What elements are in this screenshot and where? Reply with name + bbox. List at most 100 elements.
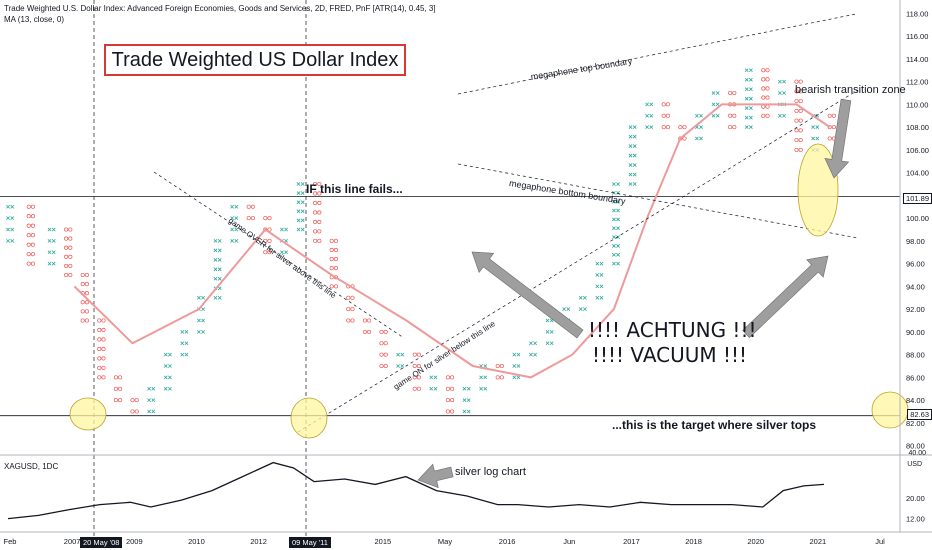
pnf-x-mark: [578, 295, 583, 300]
pnf-x-mark: [599, 284, 604, 289]
pnf-x-mark: [483, 386, 488, 391]
pnf-o-mark: [732, 90, 737, 96]
series-header: Trade Weighted U.S. Dollar Index: Advanc…: [4, 4, 436, 13]
pnf-x-mark: [744, 115, 749, 120]
pnf-x-mark: [180, 329, 185, 334]
achtung-arrow-right: [742, 255, 829, 339]
pnf-o-mark: [794, 138, 799, 143]
pnf-x-mark: [616, 182, 620, 186]
pnf-o-mark: [798, 118, 803, 123]
pnf-x-mark: [234, 227, 239, 232]
pnf-x-mark: [516, 352, 521, 357]
pnf-x-mark: [151, 409, 156, 414]
pnf-o-mark: [350, 307, 355, 312]
pnf-o-mark: [68, 227, 73, 232]
pnf-o-mark: [313, 210, 318, 215]
pnf-x-mark: [749, 68, 753, 73]
y-tick-label: 108.00: [906, 123, 929, 132]
pnf-x-mark: [533, 341, 537, 346]
pnf-o-mark: [64, 263, 69, 268]
pnf-x-mark: [234, 204, 239, 209]
pnf-o-mark: [329, 247, 334, 253]
pnf-o-mark: [313, 191, 318, 196]
pnf-o-mark: [97, 356, 102, 361]
pnf-x-mark: [595, 284, 600, 289]
pnf-x-mark: [163, 364, 168, 368]
megaphone-top-line: [457, 13, 857, 95]
pnf-x-mark: [147, 386, 151, 391]
pnf-o-mark: [84, 272, 89, 278]
pnf-x-mark: [168, 364, 172, 368]
pnf-o-mark: [665, 113, 670, 118]
pnf-o-mark: [84, 300, 89, 305]
if-line-annotation: IF this line fails...: [306, 182, 403, 196]
pnf-o-mark: [794, 108, 799, 113]
pnf-x-mark: [549, 341, 554, 346]
pnf-x-mark: [433, 375, 438, 380]
y-tick-label: 84.00: [906, 396, 925, 405]
pnf-x-mark: [811, 136, 815, 141]
pnf-o-mark: [445, 398, 450, 403]
pnf-o-mark: [798, 89, 803, 94]
pnf-x-mark: [612, 235, 616, 239]
pnf-x-mark: [583, 295, 587, 300]
pnf-x-mark: [549, 329, 554, 334]
pnf-o-mark: [84, 282, 89, 287]
pnf-x-mark: [749, 115, 753, 120]
pnf-x-mark: [47, 227, 52, 232]
pnf-x-mark: [612, 261, 616, 266]
pnf-x-mark: [396, 352, 400, 357]
pnf-x-mark: [483, 375, 488, 380]
pnf-x-mark: [711, 113, 716, 118]
pnf-x-mark: [628, 125, 633, 130]
pnf-x-mark: [529, 352, 533, 357]
pnf-o-mark: [263, 216, 268, 221]
pnf-x-mark: [616, 261, 620, 266]
pnf-x-mark: [284, 227, 288, 232]
pnf-o-mark: [329, 266, 334, 271]
pnf-o-mark: [118, 386, 123, 391]
annotations-layer: [69, 13, 909, 489]
pnf-o-mark: [827, 113, 832, 118]
pnf-o-mark: [445, 409, 450, 414]
pnf-x-mark: [168, 386, 172, 391]
pnf-x-mark: [300, 227, 305, 232]
pnf-x-mark: [197, 295, 201, 300]
pnf-o-mark: [317, 219, 322, 224]
x-tick-label: 2015: [375, 537, 392, 546]
pnf-x-mark: [296, 200, 301, 205]
pnf-x-mark: [778, 113, 782, 118]
pnf-o-mark: [313, 219, 318, 224]
pnf-x-mark: [645, 113, 649, 118]
x-tick-label: Jun: [563, 537, 575, 546]
pnf-o-mark: [26, 223, 31, 228]
ma-line-layer: [73, 103, 831, 379]
pnf-o-mark: [313, 181, 318, 187]
y-tick-label: 104.00: [906, 169, 929, 178]
pnf-x-mark: [699, 136, 703, 141]
pnf-x-mark: [201, 329, 205, 334]
x-tick-label: 2018: [685, 537, 702, 546]
x-tick-label: 2012: [250, 537, 267, 546]
pnf-o-mark: [97, 375, 102, 380]
pnf-x-mark: [462, 398, 467, 403]
pnf-o-mark: [346, 318, 351, 323]
pnf-o-mark: [450, 398, 455, 403]
pnf-x-mark: [628, 182, 633, 186]
pnf-o-mark: [333, 247, 338, 253]
pnf-o-mark: [367, 318, 372, 323]
pnf-x-mark: [296, 182, 301, 186]
pnf-o-mark: [333, 257, 338, 262]
pnf-x-mark: [168, 352, 172, 357]
pnf-x-mark: [616, 244, 620, 248]
pnf-x-mark: [51, 261, 56, 266]
pnf-o-mark: [450, 386, 455, 391]
pnf-x-mark: [47, 238, 52, 243]
pnf-o-mark: [134, 398, 139, 403]
pnf-o-mark: [134, 409, 139, 414]
pnf-o-mark: [765, 77, 770, 82]
pnf-o-mark: [412, 352, 417, 357]
pnf-o-mark: [379, 363, 384, 369]
pnf-o-mark: [313, 229, 318, 234]
